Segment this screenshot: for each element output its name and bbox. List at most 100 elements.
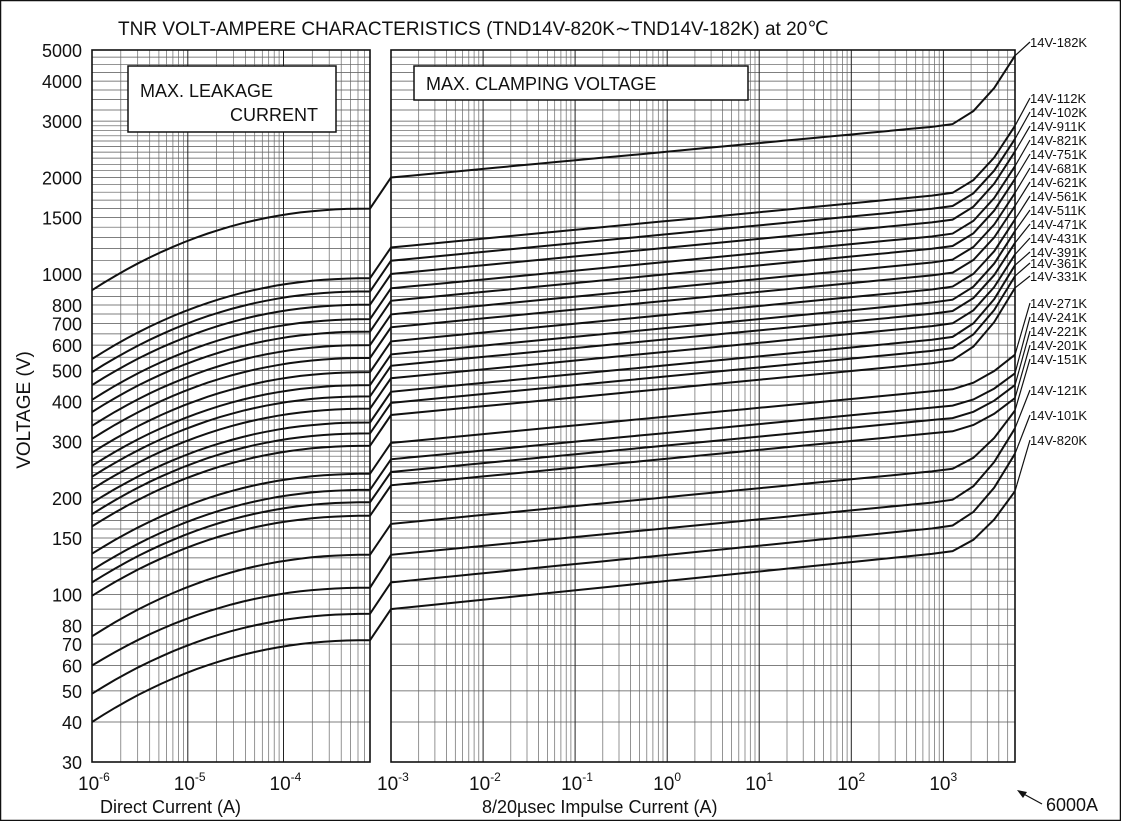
- series-label-leader: [1014, 111, 1031, 140]
- series-label-leader: [1014, 125, 1031, 152]
- series-label: 14V-221K: [1030, 324, 1087, 339]
- series-label: 14V-511K: [1030, 203, 1086, 218]
- y-tick-label: 800: [52, 296, 82, 316]
- series-label-leader: [1014, 389, 1031, 429]
- series-line-14v-221k: [91, 384, 1016, 584]
- series-label: 14V-241K: [1030, 310, 1087, 325]
- grid-layer: [91, 49, 1016, 763]
- series-label: 14V-151K: [1030, 352, 1087, 367]
- y-tick-label: 400: [52, 393, 82, 413]
- y-axis-label: VOLTAGE (V): [14, 351, 35, 469]
- y-tick-label: 4000: [42, 72, 82, 92]
- series-label: 14V-751K: [1030, 147, 1087, 162]
- series-label: 14V-561K: [1030, 189, 1087, 204]
- series-line-14v-331k: [91, 287, 1016, 528]
- y-tick-label: 70: [62, 635, 82, 655]
- series-line-14v-182k: [91, 55, 1016, 292]
- series-label-leader: [1014, 167, 1031, 194]
- series-label: 14V-431K: [1030, 231, 1087, 246]
- series-line-14v-361k: [91, 275, 1016, 516]
- chart-title: TNR VOLT-AMPERE CHARACTERISTICS (TND14V-…: [118, 19, 829, 40]
- x-axis-label-leakage: Direct Current (A): [100, 797, 241, 817]
- series-label: 14V-271K: [1030, 296, 1087, 311]
- y-tick-label: 300: [52, 433, 82, 453]
- x-tick-label: 102: [837, 770, 865, 795]
- series-line-14v-431k: [91, 253, 1016, 491]
- series-line-14v-511k: [91, 230, 1016, 467]
- series-label-leader: [1014, 251, 1031, 266]
- series-label-leader: [1014, 344, 1031, 399]
- series-line-14v-821k: [91, 165, 1016, 401]
- series-line-14v-911k: [91, 151, 1016, 386]
- series-label-leader: [1014, 181, 1031, 207]
- series-label-leader: [1014, 316, 1031, 374]
- series-line-14v-561k: [91, 218, 1016, 454]
- series-label: 14V-911K: [1030, 119, 1086, 134]
- x-tick-label: 100: [653, 770, 681, 795]
- series-label-leader: [1014, 414, 1031, 454]
- series-label: 14V-201K: [1030, 338, 1087, 353]
- series-line-14v-151k: [91, 409, 1016, 638]
- clamping-panel-frame: [390, 49, 1016, 763]
- series-label: 14V-182K: [1030, 35, 1087, 50]
- series-label: 14V-681K: [1030, 161, 1087, 176]
- series-line-14v-201k: [91, 397, 1016, 597]
- x-tick-label: 10-4: [270, 770, 302, 795]
- x-axis-label-impulse: 8/20µsec Impulse Current (A): [482, 797, 717, 817]
- series-label: 14V-361K: [1030, 256, 1087, 271]
- x-tick-label: 10-1: [561, 770, 593, 795]
- label-layer: 14V-820K 14V-101K 14V-121K 14V-151K14V-201K…: [1014, 35, 1098, 815]
- series-label-leader: [1014, 223, 1031, 244]
- series-label-leader: [1014, 237, 1031, 255]
- series-label-leader: [1014, 209, 1031, 232]
- y-tick-label: 200: [52, 489, 82, 509]
- series-line-14v-471k: [91, 242, 1016, 478]
- x-tick-label: 10-2: [469, 770, 501, 795]
- y-tick-label: 500: [52, 362, 82, 382]
- series-label-leader: [1014, 262, 1031, 277]
- series-label: 14V-621K: [1030, 175, 1087, 190]
- series-line-14v-102k: [91, 138, 1016, 373]
- series-label: 14V-331K: [1030, 269, 1087, 284]
- x-tick-label: 10-5: [174, 770, 206, 795]
- series-label-leader: [1014, 275, 1031, 289]
- leakage-title-line: CURRENT: [230, 105, 318, 125]
- series-label-leader: [1014, 302, 1031, 355]
- y-tick-label: 600: [52, 336, 82, 356]
- leakage-panel-frame: [91, 49, 371, 763]
- series-line-14v-271k: [91, 353, 1016, 555]
- series-line-14v-391k: [91, 264, 1016, 504]
- series-label-leader: [1014, 139, 1031, 167]
- x-tick-label: 101: [745, 770, 773, 795]
- y-tick-label: 80: [62, 617, 82, 637]
- series-line-14v-121k: [91, 427, 1016, 667]
- y-tick-label: 30: [62, 753, 82, 773]
- y-tick-label: 100: [52, 585, 82, 605]
- curve-layer: [91, 55, 1016, 723]
- y-tick-label: 40: [62, 713, 82, 733]
- series-label-leader: [1014, 358, 1031, 411]
- series-label: 14V-121K: [1030, 383, 1087, 398]
- series-line-14v-681k: [91, 192, 1016, 427]
- x-tick-label: 10-3: [377, 770, 409, 795]
- series-label-leader: [1014, 41, 1031, 57]
- y-tick-label: 2000: [42, 169, 82, 189]
- series-label: 14V-391K: [1030, 245, 1087, 260]
- y-tick-label: 3000: [42, 112, 82, 132]
- series-label: 14V-471K: [1030, 217, 1087, 232]
- series-label-leader: [1014, 153, 1031, 180]
- series-label: 14V-820K: [1030, 433, 1087, 448]
- x-tick-label: 10-6: [78, 770, 110, 795]
- annotation-6000a: 6000A: [1046, 795, 1098, 815]
- series-label: 14V-112K: [1030, 91, 1086, 106]
- x-tick-label: 103: [929, 770, 957, 795]
- series-line-14v-751k: [91, 178, 1016, 413]
- leakage-title-box: [127, 65, 337, 133]
- series-line-14v-621k: [91, 205, 1016, 440]
- annotation-arrowhead: [1017, 790, 1027, 798]
- series-label-leader: [1014, 195, 1031, 220]
- series-label-leader: [1014, 330, 1031, 386]
